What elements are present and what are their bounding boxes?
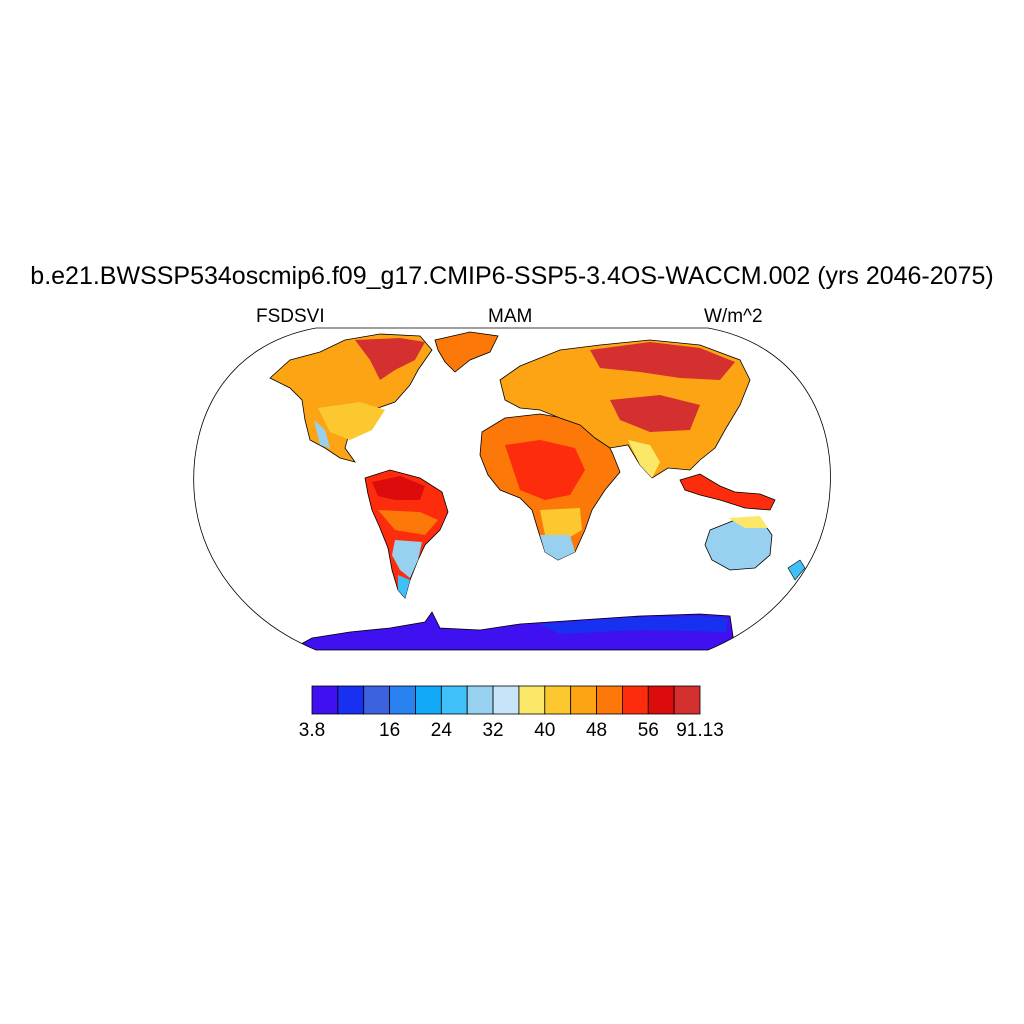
units-label: W/m^2 — [704, 306, 763, 327]
variable-label: FSDSVI — [256, 306, 325, 327]
colorbar-tick-label: 40 — [534, 720, 555, 741]
colorbar-tick-label: 48 — [586, 720, 607, 741]
colorbar-box — [466, 685, 494, 715]
colorbar-box — [389, 685, 416, 715]
colorbar-box — [570, 685, 597, 715]
colorbar-box — [311, 685, 339, 715]
colorbar-tick-label: 3.8 — [299, 720, 325, 741]
colorbar-box — [518, 685, 546, 715]
colorbar-box — [544, 685, 572, 715]
maritime-continent-region — [679, 473, 776, 511]
season-label: MAM — [488, 306, 533, 327]
colorbar-box — [673, 685, 701, 715]
colorbar-box — [596, 685, 623, 715]
colorbar-box — [363, 685, 391, 715]
colorbar-tick-label: 32 — [482, 720, 503, 741]
colorbar-box — [622, 685, 649, 715]
greenland-region — [434, 331, 499, 373]
colorbar-tick-label: 56 — [638, 720, 659, 741]
colorbar-box — [492, 685, 520, 715]
colorbar-box — [337, 685, 365, 715]
colorbar-tick-label: 16 — [379, 720, 400, 741]
map-outline — [193, 327, 831, 651]
colorbar-tick-label: 91.13 — [676, 720, 724, 741]
colorbar-box — [440, 685, 468, 715]
new-zealand-region — [787, 559, 806, 581]
colorbar-tick-label: 24 — [431, 720, 453, 741]
plot-title: b.e21.BWSSP534oscmip6.f09_g17.CMIP6-SSP5… — [30, 262, 994, 290]
colorbar-box — [415, 685, 442, 715]
colorbar-box — [647, 685, 675, 715]
